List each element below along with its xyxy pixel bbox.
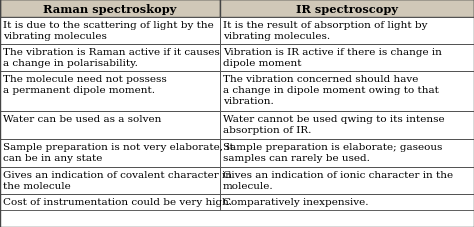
Text: It is the result of absorption of light by
vibrating molecules.: It is the result of absorption of light … bbox=[223, 21, 428, 41]
Bar bbox=[220, 45, 474, 72]
Text: Vibration is IR active if there is change in
dipole moment: Vibration is IR active if there is chang… bbox=[223, 48, 442, 67]
Bar bbox=[220, 194, 474, 210]
Text: It is due to the scattering of light by the
vibrating molecules: It is due to the scattering of light by … bbox=[3, 21, 214, 41]
Text: Gives an indication of ionic character in the
molecule.: Gives an indication of ionic character i… bbox=[223, 170, 453, 190]
Text: Water can be used as a solven: Water can be used as a solven bbox=[3, 114, 161, 123]
Bar bbox=[0, 167, 220, 194]
Text: The vibration is Raman active if it causes
a change in polarisability.: The vibration is Raman active if it caus… bbox=[3, 48, 220, 67]
Text: Sample preparation is elaborate; gaseous
samples can rarely be used.: Sample preparation is elaborate; gaseous… bbox=[223, 142, 442, 162]
Bar bbox=[220, 18, 474, 45]
Text: Raman spectroskopy: Raman spectroskopy bbox=[43, 3, 177, 15]
Text: Gives an indication of covalent character in
the molecule: Gives an indication of covalent characte… bbox=[3, 170, 232, 190]
Bar bbox=[0, 139, 220, 167]
Bar bbox=[0, 45, 220, 72]
Bar bbox=[220, 111, 474, 139]
Bar bbox=[220, 167, 474, 194]
Bar bbox=[220, 72, 474, 111]
Text: Comparatively inexpensive.: Comparatively inexpensive. bbox=[223, 197, 368, 206]
Text: IR spectroscopy: IR spectroscopy bbox=[296, 3, 398, 15]
Bar bbox=[220, 139, 474, 167]
Bar bbox=[220, 0, 474, 18]
Text: Cost of instrumentation could be very high.: Cost of instrumentation could be very hi… bbox=[3, 197, 232, 206]
Bar bbox=[0, 111, 220, 139]
Bar bbox=[0, 72, 220, 111]
Text: Sample preparation is not very elaborate, it
can be in any state: Sample preparation is not very elaborate… bbox=[3, 142, 234, 162]
Text: The vibration concerned should have
a change in dipole moment owing to that
vibr: The vibration concerned should have a ch… bbox=[223, 75, 439, 105]
Bar bbox=[0, 0, 220, 18]
Bar bbox=[0, 18, 220, 45]
Bar bbox=[0, 194, 220, 210]
Text: Water cannot be used qwing to its intense
absorption of IR.: Water cannot be used qwing to its intens… bbox=[223, 114, 445, 134]
Text: The molecule need not possess
a permanent dipole moment.: The molecule need not possess a permanen… bbox=[3, 75, 167, 94]
